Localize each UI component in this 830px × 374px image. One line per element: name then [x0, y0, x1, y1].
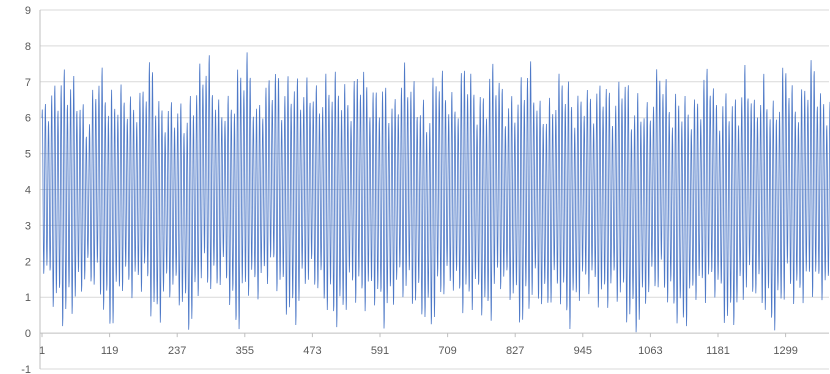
y-tick-label: 3	[25, 220, 31, 232]
x-tick-labels: 1 119 237 355 473 591 709 827 945 1063 1181 1299	[39, 345, 798, 357]
x-tick-label: 355	[236, 345, 254, 357]
x-tick-label: 1299	[773, 345, 797, 357]
y-tick-label: 5	[25, 149, 31, 161]
x-tick-label: 1063	[638, 345, 662, 357]
x-tick-label: 1181	[706, 345, 730, 357]
y-tick-label: 7	[25, 77, 31, 89]
y-tick-label: 2	[25, 256, 31, 268]
x-tick-label: 945	[574, 345, 592, 357]
y-tick-label: 4	[25, 185, 31, 197]
y-tick-label: 8	[25, 41, 31, 53]
series-line-0	[41, 52, 830, 333]
y-tick-labels: -1 0 1 2 3 4 5 6 7 8 9	[21, 5, 31, 374]
axes	[39, 10, 829, 369]
x-tick-label: 827	[506, 345, 524, 357]
y-tick-label: 9	[25, 5, 31, 17]
x-tick-label: 1	[39, 345, 45, 357]
x-tick-label: 119	[101, 345, 119, 357]
x-tick-label: 709	[438, 345, 456, 357]
x-tick-label: 237	[168, 345, 186, 357]
x-tick-label: 473	[303, 345, 321, 357]
y-tick-label: 1	[25, 292, 31, 304]
y-tick-label: -1	[21, 364, 31, 374]
series-layer	[41, 52, 830, 333]
y-tick-label: 6	[25, 113, 31, 125]
x-tick-label: 591	[371, 345, 389, 357]
y-tick-label: 0	[25, 328, 31, 340]
